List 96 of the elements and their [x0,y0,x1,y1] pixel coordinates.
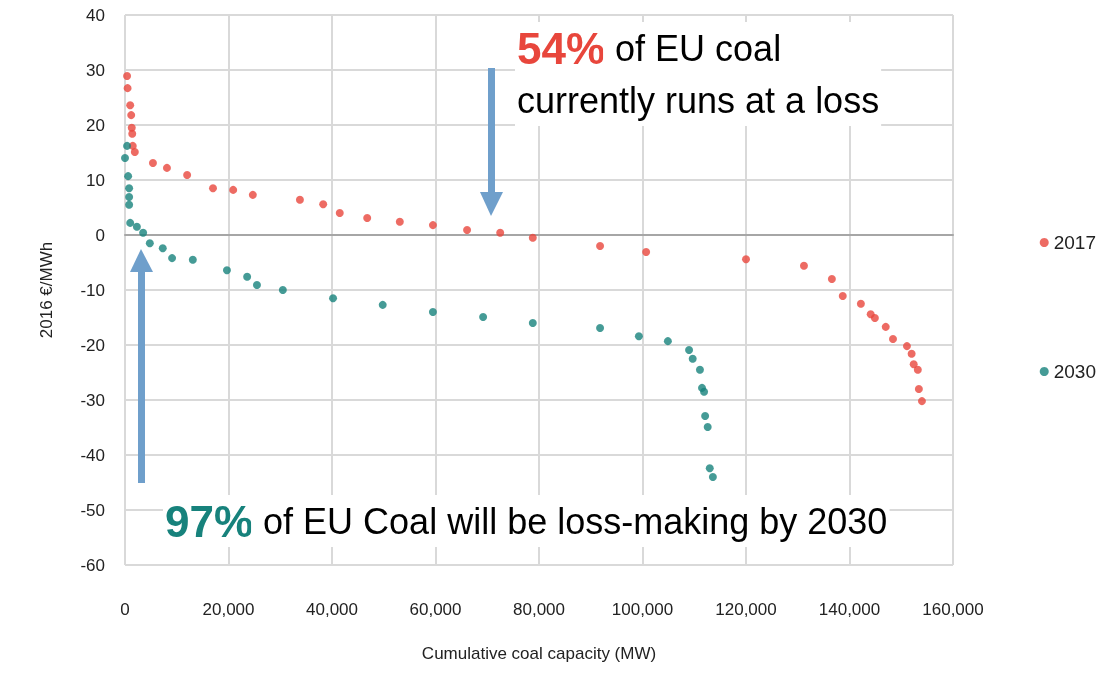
point [917,397,926,406]
point [642,248,651,257]
point [463,226,472,235]
point [132,222,141,231]
point [913,365,922,374]
point [856,299,865,308]
y-tick-label: 10 [86,170,105,190]
point [329,294,338,303]
point [243,272,252,281]
point [395,217,404,226]
x-tick-label: 20,000 [202,600,255,619]
point [248,190,257,199]
point [295,195,304,204]
point [158,244,167,253]
point [799,261,808,270]
point [634,332,643,341]
point [902,342,911,351]
x-tick-label: 80,000 [513,600,565,619]
point [222,266,231,275]
point [139,228,148,237]
point [596,323,605,332]
point [888,334,897,343]
point [335,209,344,217]
point [123,141,132,150]
point [278,286,287,294]
x-tick-label: 100,000 [611,600,674,619]
point [252,281,261,290]
point [596,242,605,250]
point [363,213,372,222]
point [130,147,139,156]
x-tick-label: 40,000 [306,600,358,619]
point [208,184,217,193]
point [700,387,709,396]
point [685,345,694,354]
legend-label: 2030 [1053,361,1097,382]
y-tick-label: 30 [86,60,105,80]
point [125,184,134,193]
x-tick-label: 0 [120,600,130,619]
y-tick-label: 0 [95,225,105,245]
point [708,473,717,481]
point [428,308,437,316]
point [705,464,714,473]
x-tick-label: 140,000 [818,600,881,619]
point [701,411,710,420]
point [123,84,132,93]
y-tick-label: -50 [80,500,105,520]
y-tick-label: -40 [80,445,105,465]
y-tick-label: 40 [86,5,105,25]
point [428,221,437,230]
x-axis-title: Cumulative coal capacity (MW) [421,644,657,663]
point [127,111,136,120]
point [496,228,505,237]
point [319,200,328,209]
point [121,154,129,162]
y-axis-title: 2016 €/MWh [37,241,56,339]
point [125,200,134,209]
point [528,319,537,327]
x-tick-label: 120,000 [715,600,777,619]
point [914,385,923,393]
annotation: 54% of EU coal currently runs at a loss [517,23,880,121]
point [688,354,697,363]
x-tick-label: 160,000 [922,600,984,619]
y-tick-label: -60 [80,555,105,575]
point [907,349,916,358]
annotation: 97% of EU Coal will be loss-making by 2030 [165,496,888,546]
point [827,275,836,283]
point [126,101,135,110]
point [168,254,177,263]
point [123,72,132,81]
legend-label: 2017 [1053,232,1097,253]
point [378,300,387,309]
point [183,171,192,180]
y-tick-label: -30 [80,390,105,410]
point [148,158,157,167]
point [663,337,672,346]
point [870,314,879,323]
point [881,322,890,331]
point [695,365,704,374]
point [909,360,918,369]
point [188,255,197,264]
point [742,255,750,264]
point [528,233,537,242]
x-tick-label: 60,000 [409,600,462,619]
point [125,193,134,202]
y-tick-label: -20 [80,335,105,355]
point [479,312,488,321]
y-tick-label: -10 [80,280,105,300]
point [126,218,135,227]
point [162,163,171,172]
point [128,129,137,138]
point [145,239,154,248]
point [124,172,133,181]
point [838,292,847,301]
y-tick-label: 20 [86,115,105,135]
point [229,185,238,194]
point [703,422,712,431]
